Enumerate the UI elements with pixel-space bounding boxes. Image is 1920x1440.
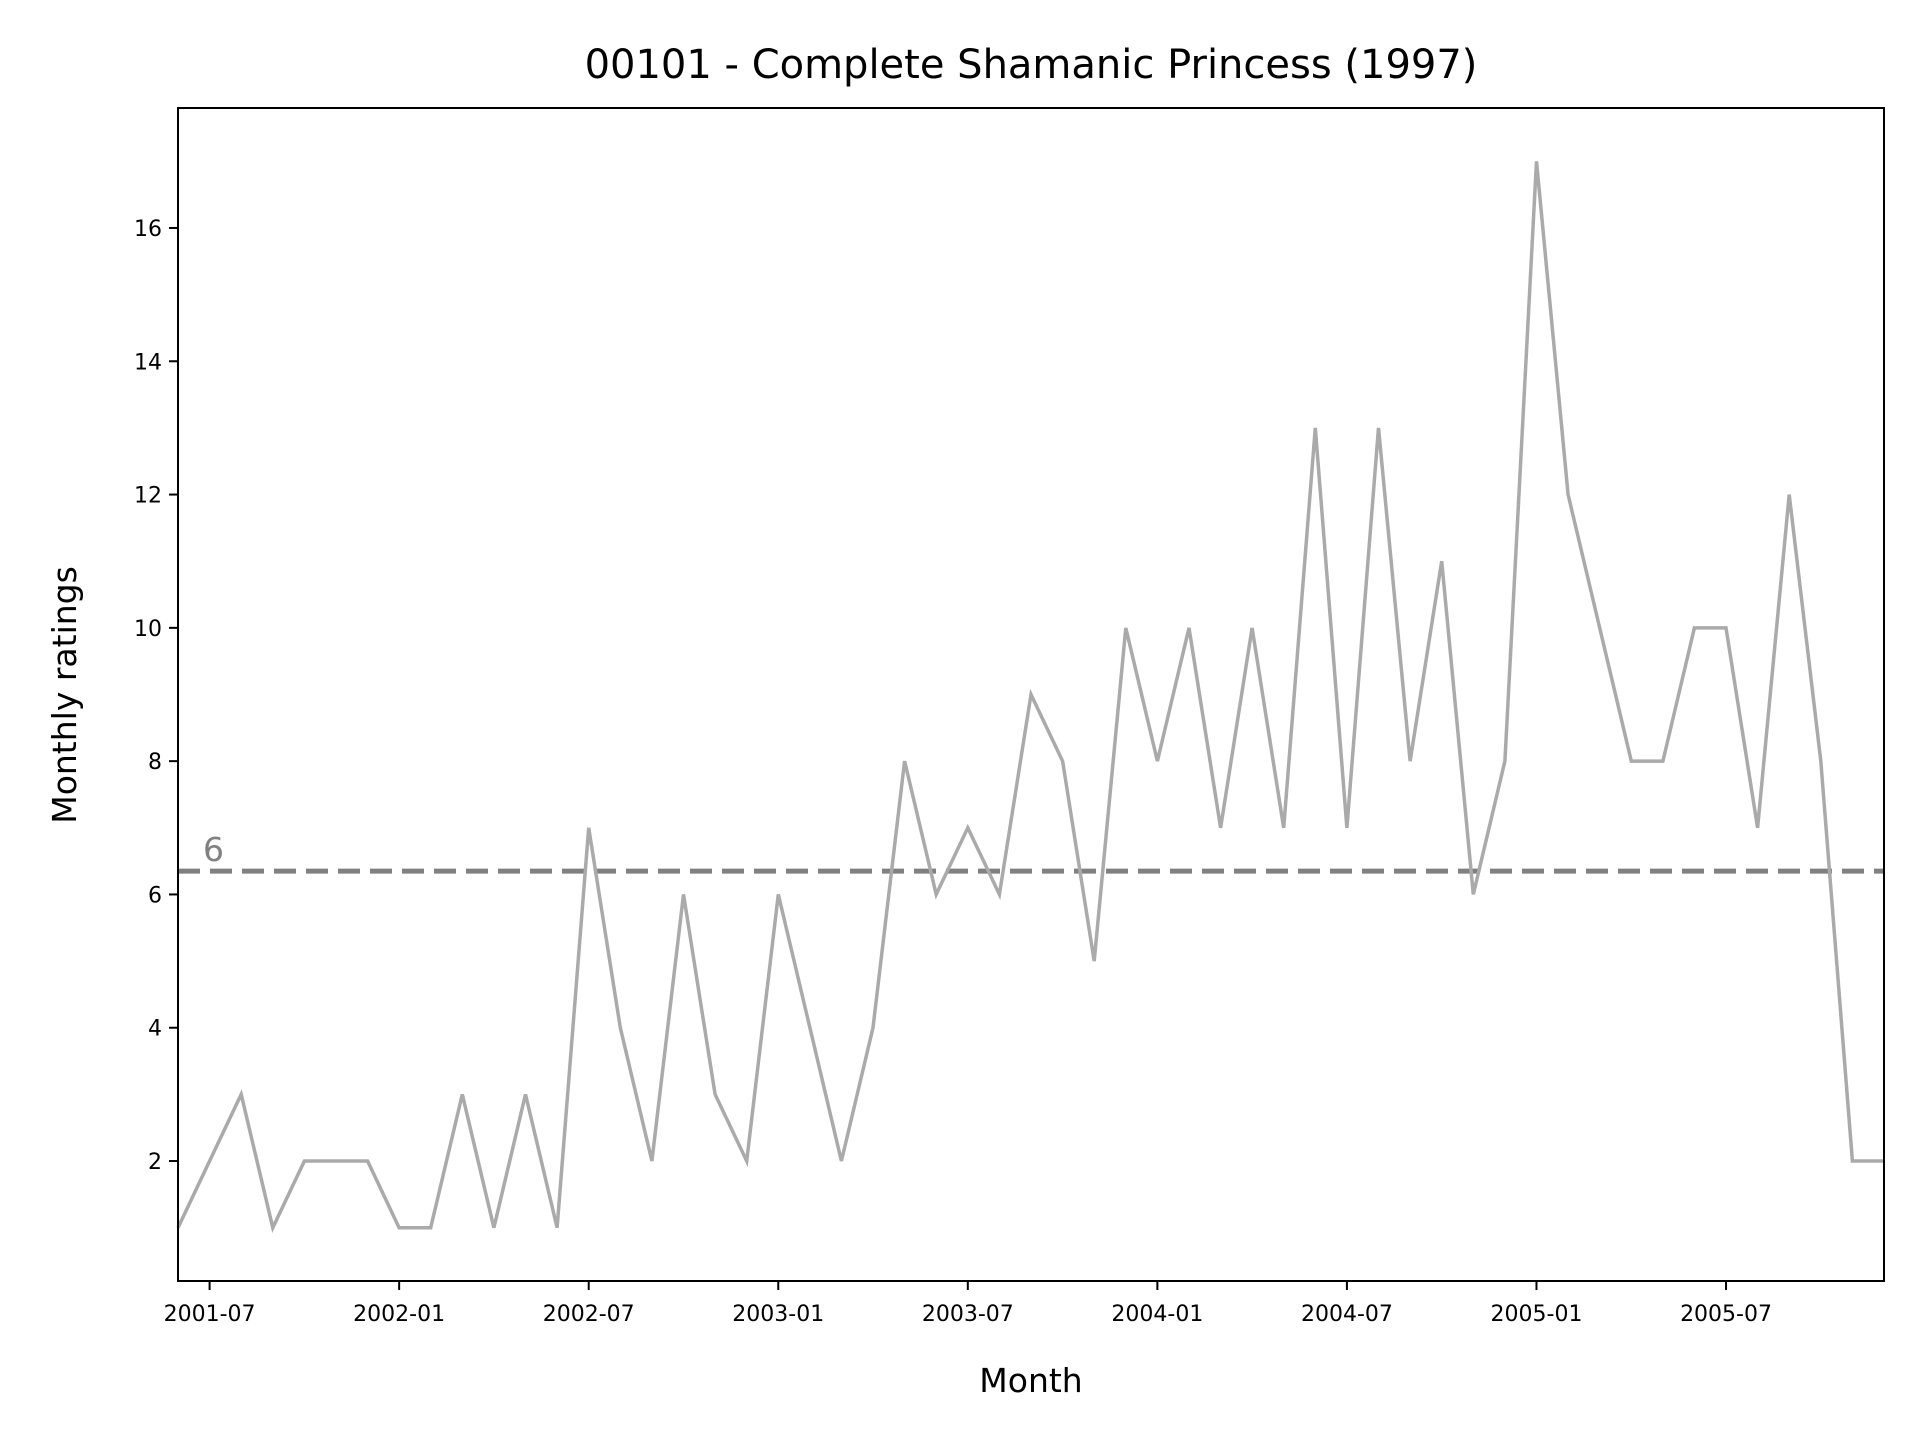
y-tick-label: 8 xyxy=(148,750,162,775)
x-tick-label: 2004-07 xyxy=(1301,1302,1393,1327)
x-tick-label: 2003-01 xyxy=(732,1302,824,1327)
y-tick-label: 16 xyxy=(134,217,162,242)
x-tick-label: 2001-07 xyxy=(164,1302,256,1327)
y-tick-label: 10 xyxy=(134,617,162,642)
x-tick-label: 2005-01 xyxy=(1491,1302,1583,1327)
x-axis-title: Month xyxy=(979,1361,1082,1400)
x-tick-label: 2002-07 xyxy=(543,1302,635,1327)
y-tick-label: 4 xyxy=(148,1017,162,1042)
y-tick-label: 6 xyxy=(148,883,162,908)
y-tick-label: 12 xyxy=(134,484,162,509)
y-tick-label: 14 xyxy=(134,350,162,375)
chart-title: 00101 - Complete Shamanic Princess (1997… xyxy=(585,42,1478,88)
x-tick-label: 2004-01 xyxy=(1111,1302,1203,1327)
y-axis-title: Monthly ratings xyxy=(45,566,84,824)
reference-line-label: 6 xyxy=(203,830,224,869)
series-line-0 xyxy=(176,161,1884,1233)
x-tick-label: 2005-07 xyxy=(1680,1302,1772,1327)
plot-frame xyxy=(177,107,1885,1282)
x-tick-label: 2003-07 xyxy=(922,1302,1014,1327)
x-tick-label: 2002-01 xyxy=(353,1302,445,1327)
y-tick-label: 2 xyxy=(148,1150,162,1175)
